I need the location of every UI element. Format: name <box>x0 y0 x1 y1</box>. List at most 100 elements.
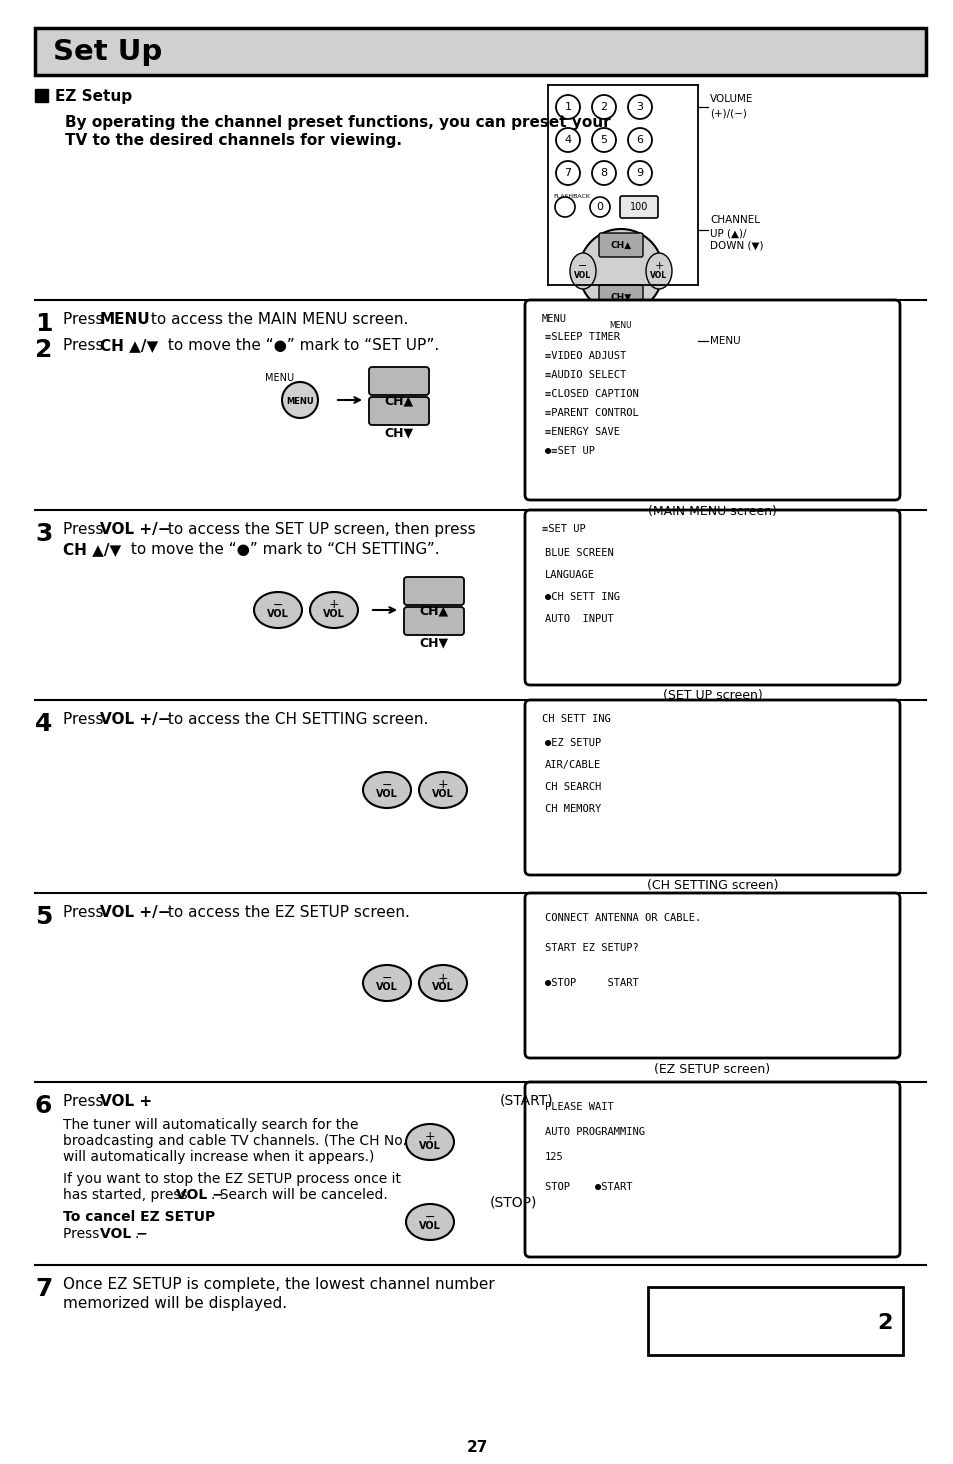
Text: Press: Press <box>63 712 109 728</box>
Text: 100: 100 <box>629 202 647 212</box>
Text: VOL: VOL <box>432 982 454 993</box>
Circle shape <box>608 329 633 353</box>
Text: (CH SETTING screen): (CH SETTING screen) <box>646 880 778 893</box>
Text: memorized will be displayed.: memorized will be displayed. <box>63 1296 287 1310</box>
Text: START EZ SETUP?: START EZ SETUP? <box>544 943 639 953</box>
FancyBboxPatch shape <box>403 608 463 635</box>
Text: ≡SLEEP TIMER: ≡SLEEP TIMER <box>544 332 619 343</box>
Text: Once EZ SETUP is complete, the lowest channel number: Once EZ SETUP is complete, the lowest ch… <box>63 1277 495 1293</box>
Text: (MAIN MENU screen): (MAIN MENU screen) <box>647 505 776 517</box>
Text: −: − <box>381 972 392 984</box>
Text: VOLUME: VOLUME <box>709 94 753 104</box>
Text: CH MEMORY: CH MEMORY <box>544 804 600 814</box>
Text: ≡ENERGY SAVE: ≡ENERGY SAVE <box>544 427 619 436</box>
Text: CONNECT ANTENNA OR CABLE.: CONNECT ANTENNA OR CABLE. <box>544 914 700 922</box>
Text: CH▼: CH▼ <box>384 426 414 439</box>
Text: −: − <box>578 261 587 271</box>
Text: 5: 5 <box>599 135 607 145</box>
Text: 1: 1 <box>35 312 52 337</box>
Text: MENU: MENU <box>709 337 740 346</box>
Text: +: + <box>329 599 339 612</box>
Text: VOL +/−: VOL +/− <box>100 905 171 919</box>
Text: CH SETT ING: CH SETT ING <box>541 714 610 725</box>
Text: ≡VIDEO ADJUST: ≡VIDEO ADJUST <box>544 351 625 362</box>
Text: VOL: VOL <box>432 789 454 799</box>
Text: has started, press: has started, press <box>63 1187 192 1202</box>
Text: −: − <box>381 779 392 792</box>
Text: +: + <box>437 779 448 792</box>
Text: LANGUAGE: LANGUAGE <box>544 569 595 580</box>
Ellipse shape <box>363 772 411 808</box>
Bar <box>647 1287 902 1356</box>
Bar <box>35 89 48 102</box>
Text: VOL: VOL <box>574 271 591 280</box>
Text: ≡AUDIO SELECT: ≡AUDIO SELECT <box>544 370 625 381</box>
Text: ≡PARENT CONTROL: ≡PARENT CONTROL <box>544 408 639 419</box>
Text: MENU: MENU <box>100 312 151 326</box>
Ellipse shape <box>418 772 467 808</box>
Ellipse shape <box>418 965 467 1001</box>
Text: VOL: VOL <box>267 609 289 619</box>
Text: +: + <box>424 1130 435 1143</box>
Text: ≡SET UP: ≡SET UP <box>541 524 585 534</box>
Text: 0: 0 <box>596 202 603 212</box>
Text: VOL: VOL <box>375 789 397 799</box>
Text: Press: Press <box>63 1094 109 1110</box>
Text: To cancel EZ SETUP: To cancel EZ SETUP <box>63 1211 215 1224</box>
FancyBboxPatch shape <box>524 300 899 501</box>
Text: CH▲: CH▲ <box>384 394 414 407</box>
FancyBboxPatch shape <box>598 233 642 258</box>
Text: 2: 2 <box>877 1313 892 1334</box>
Text: AUTO  INPUT: AUTO INPUT <box>544 613 613 624</box>
Text: The tuner will automatically search for the: The tuner will automatically search for … <box>63 1118 358 1132</box>
Text: to access the MAIN MENU screen.: to access the MAIN MENU screen. <box>146 312 408 326</box>
Ellipse shape <box>569 253 596 288</box>
Text: VOL +: VOL + <box>100 1094 152 1110</box>
Text: Press: Press <box>63 312 109 326</box>
Text: VOL +/−: VOL +/− <box>100 523 171 537</box>
FancyBboxPatch shape <box>598 285 642 309</box>
FancyBboxPatch shape <box>524 1082 899 1258</box>
Text: DOWN (▼): DOWN (▼) <box>709 242 762 250</box>
Text: VOL: VOL <box>323 609 345 619</box>
Text: 4: 4 <box>564 135 571 145</box>
Text: TV to the desired channels for viewing.: TV to the desired channels for viewing. <box>65 133 401 148</box>
FancyBboxPatch shape <box>524 700 899 875</box>
Ellipse shape <box>310 591 357 628</box>
Text: 7: 7 <box>35 1277 52 1301</box>
Text: MENU: MENU <box>541 313 566 324</box>
Circle shape <box>578 228 662 313</box>
Bar <box>35 28 925 75</box>
Text: 6: 6 <box>35 1094 52 1118</box>
Text: 3: 3 <box>636 102 643 113</box>
FancyBboxPatch shape <box>619 196 658 218</box>
Text: MENU: MENU <box>609 321 632 329</box>
Text: . Search will be canceled.: . Search will be canceled. <box>211 1187 387 1202</box>
Text: 2: 2 <box>599 102 607 113</box>
Text: 6: 6 <box>636 135 643 145</box>
Text: −: − <box>273 599 283 612</box>
Text: CH▼: CH▼ <box>419 637 448 650</box>
Text: (+)/(−): (+)/(−) <box>709 108 746 119</box>
Text: EZ Setup: EZ Setup <box>55 88 132 104</box>
Text: STOP    ●START: STOP ●START <box>544 1181 632 1192</box>
Text: broadcasting and cable TV channels. (The CH No.: broadcasting and cable TV channels. (The… <box>63 1135 406 1148</box>
FancyBboxPatch shape <box>369 367 429 395</box>
Text: MENU: MENU <box>265 373 294 384</box>
Text: to access the SET UP screen, then press: to access the SET UP screen, then press <box>163 523 476 537</box>
Ellipse shape <box>406 1124 454 1159</box>
Text: VOL −: VOL − <box>100 1227 148 1241</box>
Text: VOL: VOL <box>418 1221 440 1231</box>
Text: If you want to stop the EZ SETUP process once it: If you want to stop the EZ SETUP process… <box>63 1173 400 1186</box>
Text: CH▲: CH▲ <box>610 240 631 249</box>
Text: 125: 125 <box>544 1152 563 1162</box>
Text: (START): (START) <box>499 1094 553 1108</box>
Text: ●EZ SETUP: ●EZ SETUP <box>544 738 600 748</box>
Text: UP (▲)/: UP (▲)/ <box>709 228 745 239</box>
Ellipse shape <box>253 591 302 628</box>
Text: AUTO PROGRAMMING: AUTO PROGRAMMING <box>544 1127 644 1138</box>
Text: MENU: MENU <box>286 398 314 407</box>
FancyBboxPatch shape <box>369 397 429 425</box>
Text: VOL: VOL <box>650 271 667 280</box>
Text: FLASHBACK: FLASHBACK <box>553 193 589 199</box>
